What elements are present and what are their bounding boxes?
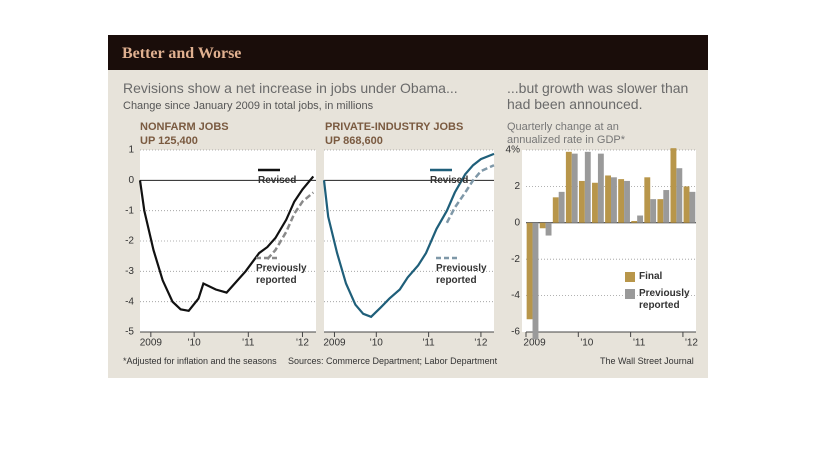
x-tick-label: '12 (685, 338, 698, 349)
bar (605, 175, 611, 223)
bar (657, 199, 664, 223)
x-tick-label: '12 (474, 338, 487, 349)
legend-label: Previously reported (256, 263, 307, 286)
header: Better and Worse (122, 45, 242, 62)
source: Sources: Commerce Department; Labor Depa… (288, 356, 498, 366)
bar (592, 182, 598, 223)
y-tick-label: 2 (514, 181, 520, 192)
panel-subtitle: UP 868,600 (325, 135, 383, 147)
legend-label: Final (639, 271, 663, 282)
bar (624, 180, 630, 223)
bar (565, 151, 572, 223)
y-tick-label: 1 (128, 145, 134, 156)
y-tick-label: 4% (506, 145, 521, 156)
legend-label: Previously reported (436, 263, 487, 286)
bar (650, 199, 657, 223)
y-tick-label: -3 (125, 266, 134, 277)
line (322, 152, 495, 319)
panel-subtitle: Quarterly change at an annualized rate i… (507, 121, 626, 146)
credit: The Wall Street Journal (600, 356, 694, 366)
bar (526, 222, 533, 320)
x-tick-label: 2009 (523, 338, 546, 349)
y-tick-label: -5 (125, 327, 134, 338)
x-tick-label: '12 (296, 338, 309, 349)
bar (637, 215, 644, 223)
jobs-title: Revisions show a net increase in jobs un… (123, 80, 458, 96)
y-tick-label: -2 (511, 254, 520, 265)
y-tick-label: -1 (125, 205, 134, 216)
panel-title: NONFARM JOBS (140, 121, 229, 133)
y-tick-label: -6 (511, 327, 520, 338)
bar (644, 177, 651, 223)
bar (545, 222, 552, 236)
y-tick-label: 0 (514, 217, 520, 228)
x-tick-label: '11 (242, 338, 255, 349)
bar (558, 191, 565, 223)
bar (683, 186, 690, 223)
x-tick-label: '10 (580, 338, 593, 349)
x-tick-label: '11 (422, 338, 435, 349)
x-tick-label: '11 (633, 338, 646, 349)
x-tick-label: 2009 (323, 338, 346, 349)
panel-title: ...but growth was slower than had been a… (507, 80, 689, 113)
bar (676, 168, 683, 223)
bar (552, 197, 559, 223)
line (138, 175, 315, 313)
bar (670, 148, 677, 223)
jobs-subtitle: Change since January 2009 in total jobs,… (123, 100, 374, 112)
bar (571, 153, 578, 223)
bar (539, 222, 546, 229)
header-bar (108, 35, 708, 70)
legend-label: Revised (258, 175, 297, 186)
bar (578, 180, 585, 223)
y-tick-label: -4 (125, 296, 134, 307)
bar (532, 222, 539, 340)
legend-swatch (625, 272, 635, 282)
x-tick-label: '10 (370, 338, 383, 349)
bar (618, 179, 625, 223)
x-tick-label: '10 (188, 338, 201, 349)
bar (631, 220, 638, 223)
line (445, 164, 495, 224)
bar (597, 153, 604, 223)
bar (584, 151, 591, 223)
bar (611, 177, 617, 223)
y-tick-label: 0 (128, 175, 134, 186)
line (266, 191, 315, 261)
y-tick-label: -2 (125, 236, 134, 247)
footnote: *Adjusted for inflation and the seasons (123, 356, 277, 366)
legend-label: Revised (430, 175, 469, 186)
bar (663, 190, 670, 223)
y-tick-label: -4 (511, 290, 520, 301)
x-tick-label: 2009 (140, 338, 163, 349)
bar (689, 191, 696, 223)
legend-swatch (625, 289, 635, 299)
panel-subtitle: UP 125,400 (140, 135, 198, 147)
legend-label: Previously reported (639, 288, 690, 311)
panel-title: PRIVATE-INDUSTRY JOBS (325, 121, 464, 133)
